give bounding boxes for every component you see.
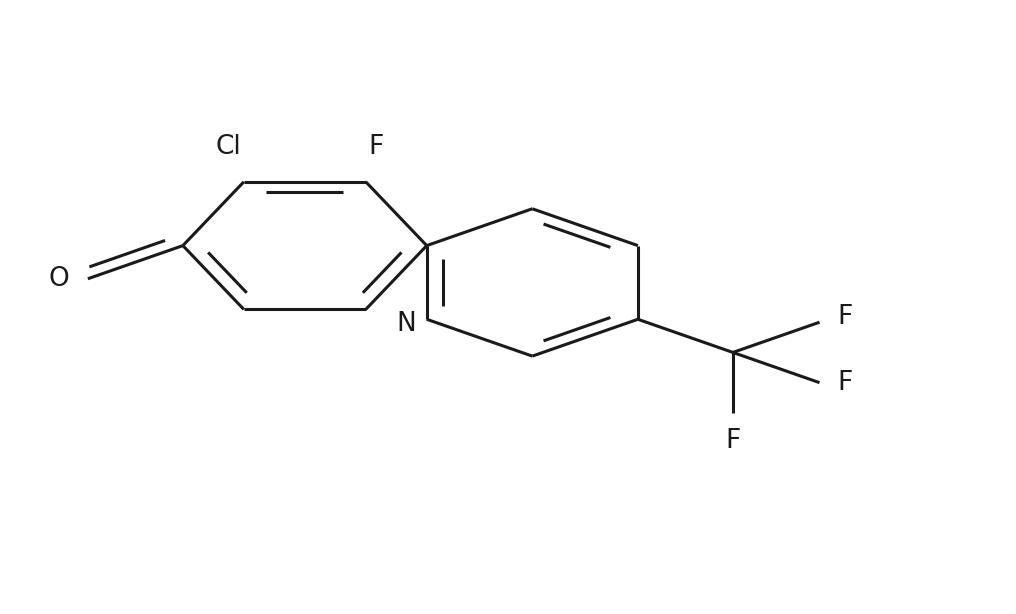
Text: N: N [397,311,417,337]
Text: F: F [368,134,384,160]
Text: O: O [49,266,69,292]
Text: F: F [838,370,853,395]
Text: F: F [838,305,853,330]
Text: Cl: Cl [215,134,242,160]
Text: F: F [725,428,741,454]
